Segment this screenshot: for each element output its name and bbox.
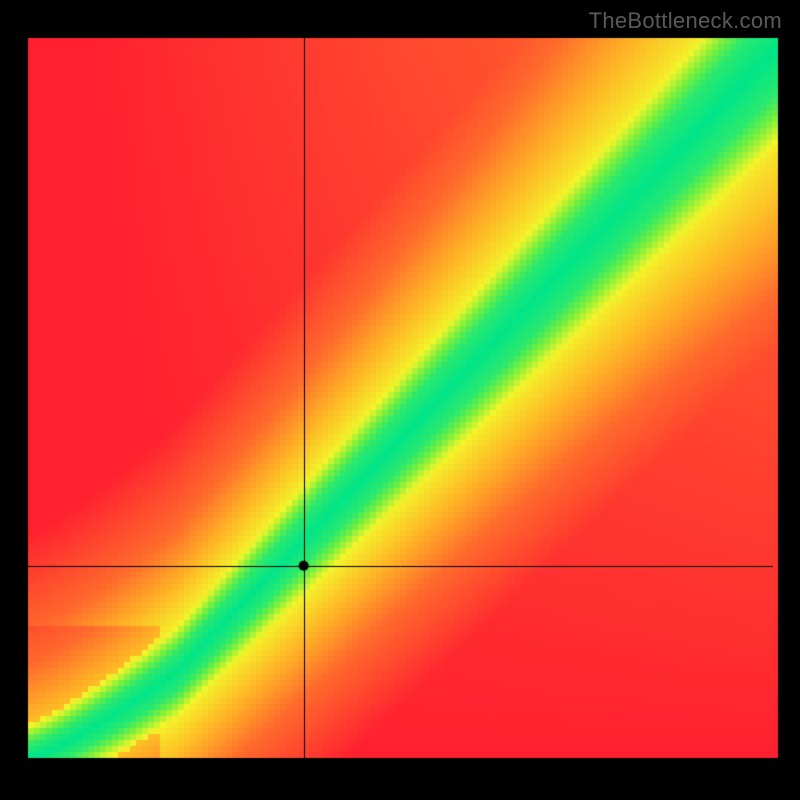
chart-container: TheBottleneck.com (0, 0, 800, 800)
heatmap-canvas (0, 0, 800, 800)
watermark-text: TheBottleneck.com (589, 8, 782, 34)
